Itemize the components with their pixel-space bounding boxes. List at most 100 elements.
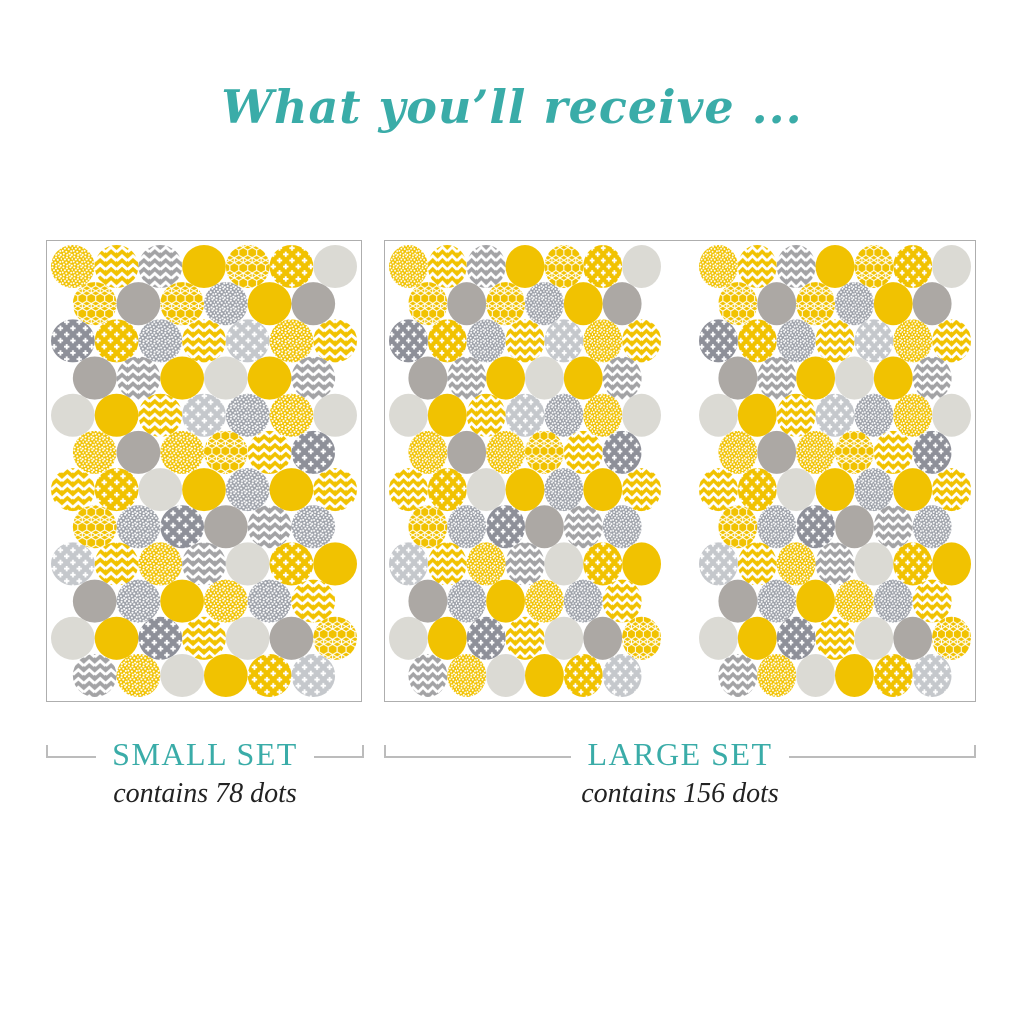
- dot-yellow-speckle: [893, 319, 933, 363]
- dot-yellow-chevron: [291, 579, 336, 623]
- dot-gray-solid: [602, 282, 642, 326]
- dot-gray-solid: [757, 282, 797, 326]
- dot-yellow-geo: [408, 282, 448, 326]
- dot-gray-speckle: [204, 282, 248, 326]
- dot-yellow-chevron: [313, 319, 357, 363]
- dot-yellow-speckle: [699, 245, 738, 289]
- dot-yellow-geo: [204, 430, 248, 474]
- dot-silver-plus: [225, 319, 270, 363]
- large-set-count: contains 156 dots: [581, 778, 779, 809]
- dot-silver-plus: [854, 319, 894, 363]
- dot-silver-plus: [291, 653, 336, 697]
- dot-gray-speckle: [225, 393, 270, 437]
- dot-lightgray-solid: [796, 653, 835, 697]
- dot-gray-solid: [912, 282, 952, 326]
- dot-yellow-speckle: [72, 430, 117, 474]
- dot-yellow-speckle: [389, 245, 428, 289]
- dot-gray-chevron: [505, 542, 545, 586]
- dot-gray-solid: [408, 579, 448, 623]
- dot-silver-plus: [389, 542, 428, 586]
- dot-lightgray-solid: [544, 542, 584, 586]
- dot-yellow-speckle: [138, 542, 183, 586]
- dot-yellow-geo: [854, 245, 894, 289]
- dot-gray-chevron: [466, 245, 506, 289]
- dot-gray-chevron: [408, 653, 448, 697]
- dot-lightgray-solid: [138, 468, 183, 512]
- sticker-sheet: [51, 245, 357, 697]
- dot-gray-chevron: [757, 356, 797, 400]
- bracket-right-segment: [788, 745, 977, 758]
- dot-gray-solid: [718, 356, 758, 400]
- dot-yellow-geo: [160, 282, 204, 326]
- dot-gray-speckle: [225, 468, 270, 512]
- dot-yellow-speckle: [204, 579, 248, 623]
- dot-gray-speckle: [544, 393, 584, 437]
- dot-yellow-speckle: [525, 579, 564, 623]
- dot-gray-speckle: [116, 579, 161, 623]
- dot-yellow-chevron: [932, 319, 971, 363]
- large-set-label: LARGE SET: [587, 736, 773, 772]
- dot-lightgray-solid: [776, 468, 816, 512]
- dot-lightgray-solid: [486, 653, 525, 697]
- dot-silver-plus: [912, 653, 952, 697]
- dot-gray-plus: [699, 319, 738, 363]
- bracket-right-segment: [313, 745, 364, 758]
- dot-yellow-chevron: [563, 430, 603, 474]
- dot-lightgray-solid: [699, 393, 738, 437]
- dot-gray-solid: [718, 579, 758, 623]
- dot-yellow-solid: [427, 393, 467, 437]
- dot-silver-plus: [602, 653, 642, 697]
- dot-yellow-geo: [72, 505, 117, 549]
- dot-yellow-solid: [873, 282, 913, 326]
- dot-yellow-plus: [269, 542, 314, 586]
- dot-yellow-chevron: [182, 616, 226, 660]
- dot-yellow-chevron: [622, 319, 661, 363]
- dot-lightgray-solid: [204, 356, 248, 400]
- dot-yellow-chevron: [776, 393, 816, 437]
- dot-yellow-speckle: [796, 430, 835, 474]
- dot-gray-solid: [525, 505, 564, 549]
- dot-yellow-solid: [94, 393, 139, 437]
- bracket-left-segment: [384, 745, 572, 758]
- small-set-bracket: SMALL SET: [46, 736, 364, 773]
- dot-lightgray-solid: [932, 245, 971, 289]
- dot-gray-speckle: [466, 319, 506, 363]
- dot-yellow-chevron: [737, 542, 777, 586]
- dot-lightgray-solid: [313, 245, 357, 289]
- dot-yellow-solid: [893, 468, 933, 512]
- dot-yellow-speckle: [757, 653, 797, 697]
- dot-yellow-plus: [94, 468, 139, 512]
- dot-lightgray-solid: [854, 616, 894, 660]
- dot-yellow-geo: [544, 245, 584, 289]
- dot-yellow-solid: [182, 245, 226, 289]
- small-set-label: SMALL SET: [112, 736, 298, 772]
- dot-gray-solid: [116, 282, 161, 326]
- dot-yellow-plus: [737, 319, 777, 363]
- dot-gray-speckle: [544, 468, 584, 512]
- dot-yellow-chevron: [247, 430, 292, 474]
- dot-yellow-chevron: [699, 468, 738, 512]
- dot-lightgray-solid: [51, 616, 95, 660]
- dot-gray-plus: [389, 319, 428, 363]
- dot-gray-solid: [116, 430, 161, 474]
- dot-yellow-solid: [835, 653, 874, 697]
- dot-yellow-solid: [160, 356, 204, 400]
- dot-yellow-geo: [796, 282, 835, 326]
- dot-yellow-plus: [427, 319, 467, 363]
- dot-yellow-chevron: [389, 468, 428, 512]
- dot-silver-plus: [51, 542, 95, 586]
- dot-gray-speckle: [116, 505, 161, 549]
- dot-yellow-solid: [486, 579, 525, 623]
- dot-yellow-geo: [718, 282, 758, 326]
- dot-gray-solid: [291, 282, 336, 326]
- dot-silver-plus: [699, 542, 738, 586]
- dot-yellow-speckle: [447, 653, 487, 697]
- dot-gray-speckle: [854, 393, 894, 437]
- dot-yellow-speckle: [583, 393, 623, 437]
- dot-gray-chevron: [72, 653, 117, 697]
- dot-gray-solid: [893, 616, 933, 660]
- dot-gray-speckle: [776, 319, 816, 363]
- dot-yellow-chevron: [932, 468, 971, 512]
- dot-yellow-chevron: [815, 319, 855, 363]
